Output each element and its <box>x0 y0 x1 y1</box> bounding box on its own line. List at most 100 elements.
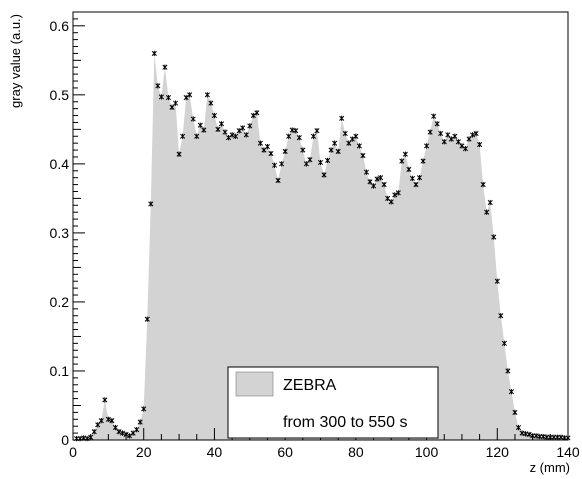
x-tick-label: 140 <box>556 444 580 460</box>
y-tick-label: 0 <box>61 432 69 448</box>
x-tick-label: 20 <box>136 444 152 460</box>
x-tick-label: 60 <box>277 444 293 460</box>
x-tick-label: 40 <box>207 444 223 460</box>
data-point <box>498 313 504 319</box>
data-point <box>402 151 408 157</box>
data-point <box>211 112 217 119</box>
data-point <box>190 116 196 122</box>
data-point <box>508 389 514 395</box>
data-point <box>286 133 292 139</box>
data-point <box>300 147 306 153</box>
data-point <box>119 430 126 436</box>
data-point <box>356 143 362 149</box>
data-point <box>469 132 476 138</box>
y-tick-label: 0.3 <box>50 225 70 241</box>
y-tick-label: 0.1 <box>50 363 70 379</box>
data-point <box>229 132 235 138</box>
data-point <box>360 152 366 159</box>
data-point <box>325 157 331 164</box>
data-point <box>151 50 157 57</box>
axis-ticks: 0 20 40 60 80 100 120 140 0 0.1 0.2 0.3 0.4 0.5 0.6 <box>50 11 580 460</box>
data-point <box>501 340 507 346</box>
data-point <box>438 130 444 137</box>
data-point <box>339 115 345 121</box>
data-point <box>215 126 221 132</box>
legend-note: from 300 to 550 s <box>283 414 408 431</box>
data-point <box>95 422 101 428</box>
data-point <box>172 100 179 106</box>
data-point <box>441 139 447 145</box>
data-point <box>462 146 469 152</box>
data-point <box>236 128 242 134</box>
data-point <box>487 199 493 206</box>
data-point <box>275 177 281 184</box>
data-point <box>204 92 210 98</box>
data-point <box>388 199 394 205</box>
data-point <box>176 151 182 157</box>
data-point <box>424 143 430 149</box>
data-point <box>328 147 334 153</box>
plot-area <box>73 50 571 442</box>
data-point <box>127 433 133 439</box>
data-point <box>105 416 111 422</box>
data-point <box>158 94 164 100</box>
data-point <box>233 133 239 139</box>
data-point <box>455 139 461 145</box>
data-point <box>363 169 370 175</box>
data-point <box>378 175 384 181</box>
data-point <box>332 140 338 146</box>
y-tick-label: 0.5 <box>50 87 70 103</box>
x-tick-label: 0 <box>69 444 77 460</box>
data-point <box>218 121 225 127</box>
data-point <box>116 429 122 435</box>
data-point <box>134 427 140 433</box>
data-point <box>240 125 246 131</box>
data-point <box>257 140 263 146</box>
data-point <box>162 64 168 70</box>
data-point <box>194 133 200 139</box>
data-point <box>477 141 483 148</box>
data-point <box>264 143 271 150</box>
legend: ZEBRA from 300 to 550 s <box>227 366 439 439</box>
data-point <box>452 133 458 139</box>
data-point <box>222 129 228 135</box>
data-point <box>268 150 274 157</box>
data-point <box>420 158 426 164</box>
data-point <box>314 128 320 134</box>
data-point <box>226 135 232 141</box>
data-point <box>282 148 288 155</box>
data-point <box>102 397 108 403</box>
data-point <box>317 159 324 166</box>
data-point <box>512 409 518 416</box>
data-point <box>491 234 497 240</box>
data-point <box>155 83 161 89</box>
data-point <box>310 133 316 139</box>
data-point <box>187 92 193 98</box>
y-tick-label: 0.6 <box>50 18 70 34</box>
data-point <box>98 418 104 424</box>
data-point <box>148 201 154 207</box>
data-point <box>526 431 532 438</box>
data-point <box>392 192 398 198</box>
data-point <box>112 424 118 431</box>
zebra-area <box>76 53 568 441</box>
data-point <box>370 183 377 189</box>
data-point <box>335 148 341 155</box>
x-tick-label: 80 <box>348 444 364 460</box>
data-point <box>183 94 189 101</box>
data-point <box>484 209 490 215</box>
data-point <box>250 112 256 119</box>
data-point <box>494 278 500 284</box>
data-point <box>137 419 143 425</box>
data-point <box>144 316 150 322</box>
data-point <box>342 130 348 137</box>
data-point <box>406 166 412 173</box>
data-point <box>445 132 451 138</box>
data-point <box>480 181 486 188</box>
y-axis-label: gray value (a.u.) <box>8 14 23 108</box>
data-point <box>367 179 373 185</box>
data-point <box>289 127 295 133</box>
data-point <box>416 175 423 181</box>
